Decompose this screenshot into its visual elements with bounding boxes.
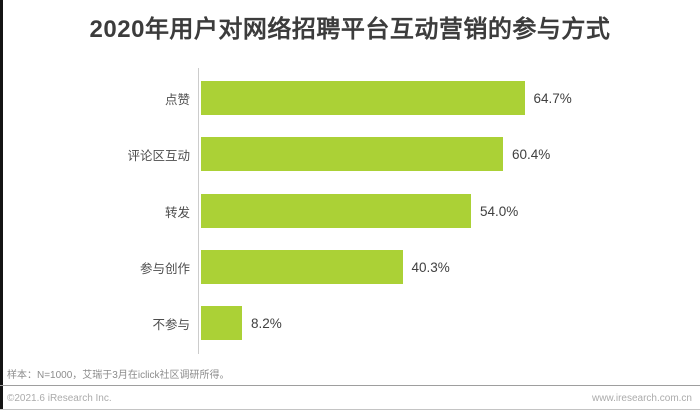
value-label: 54.0% — [480, 203, 519, 219]
bar — [201, 194, 471, 228]
value-label: 64.7% — [533, 90, 572, 106]
value-label: 60.4% — [512, 146, 551, 162]
copyright-text: ©2021.6 iResearch Inc. — [7, 393, 112, 404]
bar-row: 点赞 64.7% — [0, 81, 700, 115]
y-axis-line — [198, 68, 199, 354]
footer-divider-line — [0, 385, 700, 386]
bar-chart: 点赞 64.7% 评论区互动 60.4% 转发 54.0% 参与创作 40.3%… — [0, 65, 700, 357]
category-label: 点赞 — [164, 92, 190, 107]
page-left-edge-line — [0, 0, 3, 410]
category-label: 参与创作 — [139, 261, 190, 276]
bar-row: 参与创作 40.3% — [0, 250, 700, 284]
bar — [201, 250, 403, 284]
bar — [201, 137, 503, 171]
bar-row: 转发 54.0% — [0, 194, 700, 228]
sample-note: 样本：N=1000，艾瑞于3月在iclick社区调研所得。 — [7, 370, 230, 381]
bar — [201, 81, 525, 115]
bar-row: 评论区互动 60.4% — [0, 137, 700, 171]
chart-title: 2020年用户对网络招聘平台互动营销的参与方式 — [89, 16, 611, 43]
category-label: 评论区互动 — [127, 148, 190, 163]
bar-row: 不参与 8.2% — [0, 306, 700, 340]
value-label: 40.3% — [411, 259, 450, 275]
value-label: 8.2% — [251, 315, 282, 331]
category-label: 转发 — [164, 205, 190, 220]
category-label: 不参与 — [152, 317, 190, 332]
website-url: www.iresearch.com.cn — [591, 393, 692, 404]
bar — [201, 306, 242, 340]
